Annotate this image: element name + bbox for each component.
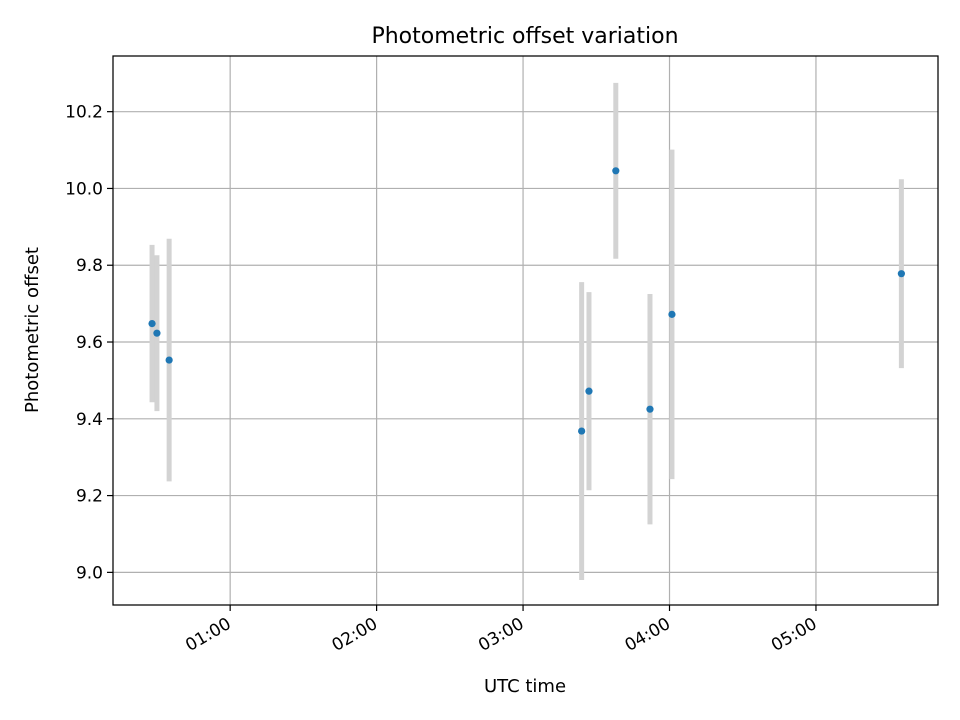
data-point (153, 329, 161, 337)
y-tick-label: 9.2 (76, 487, 103, 507)
data-point (165, 356, 173, 364)
data-point (585, 387, 593, 395)
y-axis-label: Photometric offset (22, 247, 43, 413)
data-point (578, 427, 586, 435)
y-tick-label: 9.0 (76, 563, 103, 583)
data-point (612, 167, 620, 175)
y-tick-label: 10.2 (65, 103, 103, 123)
data-points (148, 167, 905, 435)
data-point (148, 319, 156, 328)
y-tick-label: 9.6 (76, 333, 103, 353)
data-point (646, 405, 654, 413)
data-point (897, 270, 905, 278)
y-tick-label: 10.0 (65, 179, 103, 199)
y-tick-label: 9.8 (76, 256, 103, 276)
y-axis: 9.0 9.2 9.4 9.6 9.8 10.0 10.2 (65, 103, 113, 583)
data-point (668, 310, 676, 318)
x-axis-label: UTC time (484, 676, 566, 697)
chart-title: Photometric offset variation (371, 24, 678, 49)
plot-frame (112, 55, 939, 606)
y-tick-label: 9.4 (76, 410, 103, 430)
grid (113, 56, 938, 605)
